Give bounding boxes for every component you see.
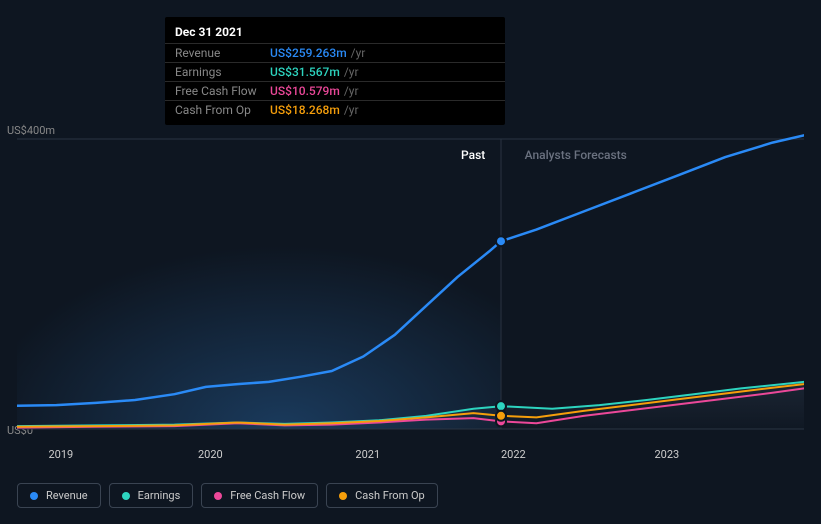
tooltip-row: Free Cash FlowUS$10.579m/yr [165,81,505,100]
x-axis-tick: 2023 [654,448,679,461]
tooltip-row-label: Cash From Op [175,103,270,117]
x-axis-tick: 2019 [48,448,73,461]
legend: Revenue Earnings Free Cash Flow Cash From O… [17,483,438,508]
chart-area[interactable] [17,125,804,470]
legend-dot-icon [339,492,347,500]
chart-tooltip: Dec 31 2021 RevenueUS$259.263m/yrEarning… [165,17,505,125]
legend-item[interactable]: Earnings [109,483,194,508]
legend-item[interactable]: Revenue [17,483,101,508]
x-axis-tick: 2022 [501,448,526,461]
legend-dot-icon [30,492,38,500]
tooltip-row-unit: /yr [351,46,366,60]
legend-item[interactable]: Free Cash Flow [201,483,318,508]
tooltip-row-unit: /yr [344,65,359,79]
legend-dot-icon [214,492,222,500]
tooltip-row: RevenueUS$259.263m/yr [165,43,505,62]
tooltip-row-value: US$259.263m [270,46,347,60]
legend-label: Revenue [46,489,88,502]
tooltip-row-label: Revenue [175,46,270,60]
tooltip-row: Cash From OpUS$18.268m/yr [165,100,505,119]
tooltip-row-value: US$18.268m [270,103,340,117]
tooltip-row-label: Earnings [175,65,270,79]
x-axis-tick: 2020 [198,448,223,461]
tooltip-row-unit: /yr [344,103,359,117]
tooltip-row: EarningsUS$31.567m/yr [165,62,505,81]
legend-label: Earnings [138,489,181,502]
tooltip-date: Dec 31 2021 [165,23,505,43]
legend-item[interactable]: Cash From Op [326,483,438,508]
legend-label: Cash From Op [355,489,425,502]
legend-dot-icon [122,492,130,500]
x-axis-tick: 2021 [355,448,380,461]
section-label: Past [461,148,485,162]
section-label: Analysts Forecasts [525,148,627,162]
legend-label: Free Cash Flow [230,489,305,502]
tooltip-row-unit: /yr [344,84,359,98]
tooltip-row-value: US$31.567m [270,65,340,79]
tooltip-row-value: US$10.579m [270,84,340,98]
tooltip-row-label: Free Cash Flow [175,84,270,98]
